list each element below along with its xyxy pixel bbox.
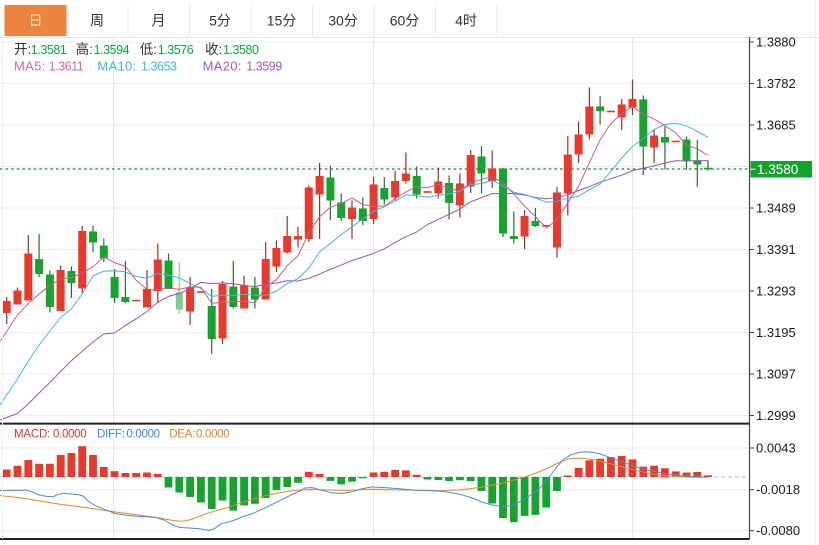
svg-text:1.3580: 1.3580 bbox=[223, 43, 259, 57]
svg-text:MA10:: MA10: bbox=[97, 59, 136, 74]
svg-text:1.3599: 1.3599 bbox=[246, 60, 282, 74]
svg-text:1.3782: 1.3782 bbox=[756, 76, 796, 91]
svg-text:周: 周 bbox=[90, 13, 104, 29]
svg-text:MA20:: MA20: bbox=[203, 59, 242, 74]
svg-text:60分: 60分 bbox=[390, 13, 420, 29]
svg-text:30分: 30分 bbox=[328, 13, 358, 29]
svg-text:0.0000: 0.0000 bbox=[126, 429, 159, 441]
svg-text:1.3576: 1.3576 bbox=[158, 43, 194, 57]
svg-text:日: 日 bbox=[29, 13, 43, 29]
svg-text:1.3195: 1.3195 bbox=[756, 325, 796, 340]
svg-text:1.3489: 1.3489 bbox=[756, 201, 796, 216]
svg-text:-0.0080: -0.0080 bbox=[756, 523, 800, 538]
svg-text:0.0043: 0.0043 bbox=[756, 441, 796, 456]
svg-text:高:: 高: bbox=[76, 41, 93, 57]
svg-text:DIFF:: DIFF: bbox=[97, 429, 125, 441]
svg-text:1.3611: 1.3611 bbox=[49, 60, 84, 74]
svg-text:DEA:: DEA: bbox=[169, 429, 195, 441]
svg-text:5分: 5分 bbox=[209, 13, 231, 29]
svg-text:低:: 低: bbox=[140, 42, 157, 57]
svg-text:MA5:: MA5: bbox=[14, 59, 46, 74]
svg-text:1.3685: 1.3685 bbox=[756, 118, 796, 133]
svg-text:1.3097: 1.3097 bbox=[756, 367, 796, 382]
svg-text:0.0000: 0.0000 bbox=[53, 429, 86, 441]
svg-text:1.3581: 1.3581 bbox=[31, 43, 67, 57]
svg-text:收:: 收: bbox=[205, 42, 222, 57]
svg-text:1.3594: 1.3594 bbox=[94, 43, 130, 57]
svg-text:4时: 4时 bbox=[455, 13, 477, 29]
svg-text:1.3293: 1.3293 bbox=[756, 284, 796, 299]
svg-text:开:: 开: bbox=[14, 42, 31, 57]
svg-text:月: 月 bbox=[152, 13, 166, 29]
svg-text:1.2999: 1.2999 bbox=[756, 408, 796, 423]
svg-text:1.3580: 1.3580 bbox=[757, 162, 798, 177]
svg-text:1.3391: 1.3391 bbox=[756, 242, 796, 257]
svg-text:1.3880: 1.3880 bbox=[756, 35, 796, 50]
svg-text:-0.0018: -0.0018 bbox=[756, 482, 800, 497]
svg-text:0.0000: 0.0000 bbox=[196, 429, 229, 441]
svg-text:1.3653: 1.3653 bbox=[141, 60, 177, 74]
svg-text:15分: 15分 bbox=[267, 13, 297, 29]
svg-text:MACD:: MACD: bbox=[14, 429, 50, 441]
